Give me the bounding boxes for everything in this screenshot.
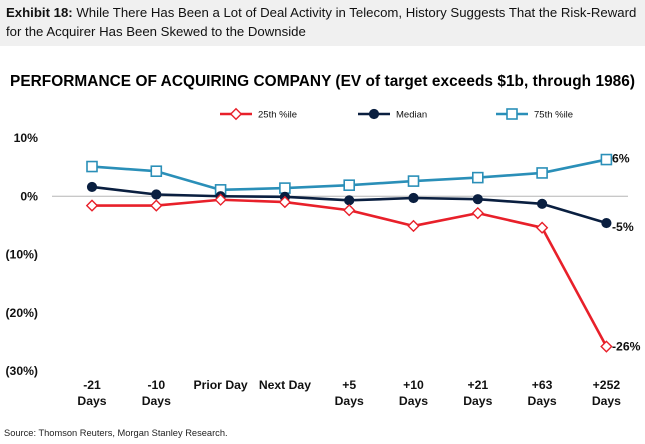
data-point <box>535 221 549 234</box>
data-point <box>343 179 356 191</box>
data-point <box>537 198 548 209</box>
x-tick-label: +10 Days <box>399 378 428 408</box>
exhibit-text: While There Has Been a Lot of Deal Activ… <box>6 5 637 39</box>
legend-marker <box>506 108 518 120</box>
x-tick-label: +252 Days <box>592 378 621 408</box>
x-tick-label: -10 Days <box>142 378 171 408</box>
x-tick-line: Days <box>528 394 557 408</box>
series-p75 <box>86 153 613 196</box>
end-label-median: -5% <box>612 220 634 234</box>
legend-marker <box>368 108 380 120</box>
line-chart: 25th %ile Median 75th %ile 10% 0% (10%) (20%)… <box>5 107 641 408</box>
x-tick-line: Days <box>142 394 171 408</box>
data-point <box>408 192 419 204</box>
x-tick-label: +21 Days <box>463 378 492 408</box>
data-point <box>278 195 292 209</box>
x-tick-label: Prior Day <box>193 378 247 392</box>
y-axis: 10% 0% (10%) (20%) (30%) <box>5 131 628 378</box>
data-point <box>151 189 162 200</box>
legend-marker <box>229 107 243 121</box>
series-p25 <box>85 193 613 353</box>
x-tick-line: +252 <box>593 378 621 392</box>
x-tick-line: Next Day <box>259 378 311 392</box>
x-tick-line: Prior Day <box>193 378 247 392</box>
exhibit-label: Exhibit 18: <box>6 5 73 20</box>
end-labels: -26% -5% 6% <box>612 152 641 354</box>
x-tick-line: +10 <box>403 378 424 392</box>
chart-series <box>85 153 613 353</box>
data-point <box>600 153 613 166</box>
data-point <box>407 175 420 187</box>
legend-label: Median <box>396 110 427 121</box>
end-label-p25: -26% <box>612 340 641 354</box>
data-point <box>150 199 163 212</box>
data-point <box>407 219 420 233</box>
chart-legend: 25th %ile Median 75th %ile <box>220 107 573 121</box>
x-tick-line: Days <box>399 394 428 408</box>
source-note: Source: Thomson Reuters, Morgan Stanley … <box>4 428 228 438</box>
data-point <box>86 181 98 193</box>
x-tick-line: +63 <box>532 378 553 392</box>
legend-label: 75th %ile <box>534 110 573 121</box>
data-point <box>536 167 548 179</box>
x-tick-line: Days <box>592 394 621 408</box>
x-tick-line: Days <box>335 394 364 408</box>
chart-title: PERFORMANCE OF ACQUIRING COMPANY (EV of … <box>10 73 636 90</box>
x-tick-label: Next Day <box>259 378 311 392</box>
x-tick-line: +21 <box>467 378 488 392</box>
legend-item-median: Median <box>358 108 427 121</box>
x-tick-line: Days <box>463 394 492 408</box>
data-point <box>600 340 613 353</box>
data-point <box>85 199 99 212</box>
y-tick-label: 10% <box>14 131 39 145</box>
exhibit-header: Exhibit 18: While There Has Been a Lot o… <box>0 0 645 46</box>
x-tick-label: +63 Days <box>528 378 557 408</box>
y-tick-label: (20%) <box>5 306 38 320</box>
data-point <box>601 217 612 229</box>
x-tick-line: +5 <box>342 378 356 392</box>
data-point <box>150 165 163 178</box>
series-median <box>86 181 612 229</box>
data-point <box>471 206 484 220</box>
data-point <box>86 160 98 173</box>
data-point <box>471 171 484 184</box>
legend-item-p75: 75th %ile <box>496 108 573 121</box>
x-tick-label: -21 Days <box>77 378 106 408</box>
x-tick-line: -21 <box>83 378 101 392</box>
x-tick-line: -10 <box>147 378 165 392</box>
x-tick-label: +5 Days <box>335 378 364 408</box>
end-label-p75: 6% <box>612 152 630 166</box>
legend-item-p25: 25th %ile <box>220 107 297 121</box>
y-tick-label: (30%) <box>5 364 38 378</box>
data-point <box>343 204 356 217</box>
legend-label: 25th %ile <box>258 110 297 121</box>
data-point <box>472 194 483 205</box>
data-point <box>214 193 227 206</box>
data-point <box>344 195 355 206</box>
x-tick-line: Days <box>77 394 106 408</box>
y-tick-label: 0% <box>20 189 38 203</box>
series-line-p25 <box>92 198 608 348</box>
data-point <box>279 182 291 194</box>
y-tick-label: (10%) <box>5 248 38 262</box>
